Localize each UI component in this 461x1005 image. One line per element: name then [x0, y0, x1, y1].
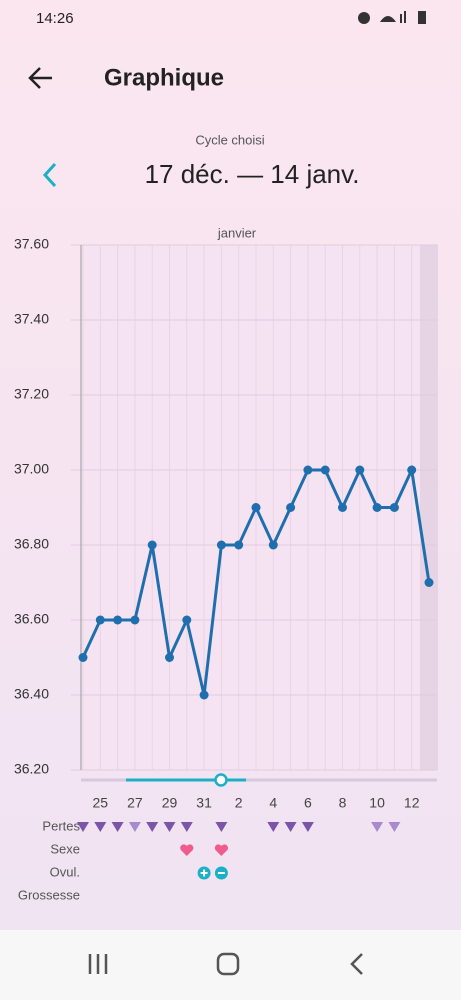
temperature-point [182, 615, 192, 625]
row-label: Grossesse [18, 887, 80, 902]
nav-recent[interactable] [88, 954, 108, 974]
heart-icon [180, 844, 194, 856]
temperature-point [338, 503, 347, 512]
temperature-point [234, 540, 244, 550]
y-tick-label: 37.40 [14, 311, 49, 327]
chart: 25 27 29 31 2 4 6 8 10 12 36.20 36.40 36.60 36.80 37.0… [14, 225, 438, 811]
x-tick-label: 12 [404, 795, 420, 811]
nav-bar [0, 930, 461, 1000]
previous-cycle[interactable] [42, 162, 57, 188]
x-tick-label: 27 [127, 795, 143, 811]
y-tick-label: 36.80 [14, 536, 49, 552]
y-tick-label: 36.20 [14, 761, 49, 777]
slider-knob[interactable] [214, 773, 228, 787]
temperature-point [355, 465, 365, 475]
ovulation-sign [200, 869, 208, 877]
temperature-point [286, 503, 296, 512]
row-label: Pertes [42, 818, 80, 833]
heart-icon [214, 844, 229, 856]
temperature-point [389, 503, 399, 512]
x-tick-label: 29 [162, 795, 178, 811]
temperature-point [216, 540, 226, 550]
discharge-icon [94, 822, 107, 832]
y-tick-label: 37.00 [14, 461, 49, 477]
temperature-point [320, 465, 330, 475]
y-tick-label: 36.40 [14, 686, 49, 702]
discharge-icon [163, 822, 176, 832]
discharge-icon [128, 822, 141, 832]
event-rows: Pertes Sexe Ovul. Grossesse [18, 818, 401, 902]
chart-annotation: janvier [217, 225, 257, 240]
temperature-point [424, 578, 434, 587]
discharge-icon [267, 822, 280, 832]
discharge-icon [180, 822, 193, 832]
x-tick-label: 31 [196, 795, 212, 811]
discharge-icon [146, 822, 159, 832]
screen-title: Graphique [104, 64, 224, 91]
discharge-icon [388, 822, 401, 832]
x-tick-label: 10 [369, 795, 385, 811]
row-label: Sexe [50, 841, 80, 856]
temperature-point [407, 465, 417, 475]
status-time: 14:26 [36, 10, 74, 27]
x-tick-label: 4 [269, 795, 277, 811]
x-tick-label: 8 [339, 795, 347, 811]
cycle-label: Cycle choisi [195, 132, 264, 147]
temperature-point [147, 540, 157, 550]
temperature-point [130, 615, 140, 625]
temperature-point [165, 653, 174, 662]
y-tick-label: 37.20 [14, 386, 49, 402]
temperature-point [95, 615, 105, 625]
temperature-point [268, 540, 278, 550]
discharge-icon [77, 822, 89, 832]
x-tick-label: 25 [93, 795, 109, 811]
y-tick-label: 36.60 [14, 611, 49, 627]
nav-home[interactable] [216, 952, 240, 976]
discharge-icon [301, 822, 314, 832]
temperature-point [303, 465, 313, 475]
nav-icons [88, 952, 363, 976]
temperature-point [78, 653, 88, 662]
nav-back[interactable] [350, 953, 363, 975]
temperature-point [199, 690, 209, 700]
discharge-icon [284, 822, 297, 832]
temperature-point [251, 503, 261, 512]
discharge-icon [111, 822, 124, 832]
row-label: Ovul. [50, 864, 80, 879]
discharge-icon [215, 822, 228, 832]
x-tick-label: 2 [235, 795, 243, 811]
temperature-point [372, 503, 382, 512]
x-tick-label: 6 [304, 795, 312, 811]
discharge-icon [371, 822, 384, 832]
status-icons [358, 11, 426, 24]
temperature-point [113, 615, 123, 625]
cycle-range: 17 déc. — 14 janv. [145, 159, 360, 189]
y-tick-label: 37.60 [14, 236, 49, 252]
back-button[interactable] [28, 67, 52, 89]
